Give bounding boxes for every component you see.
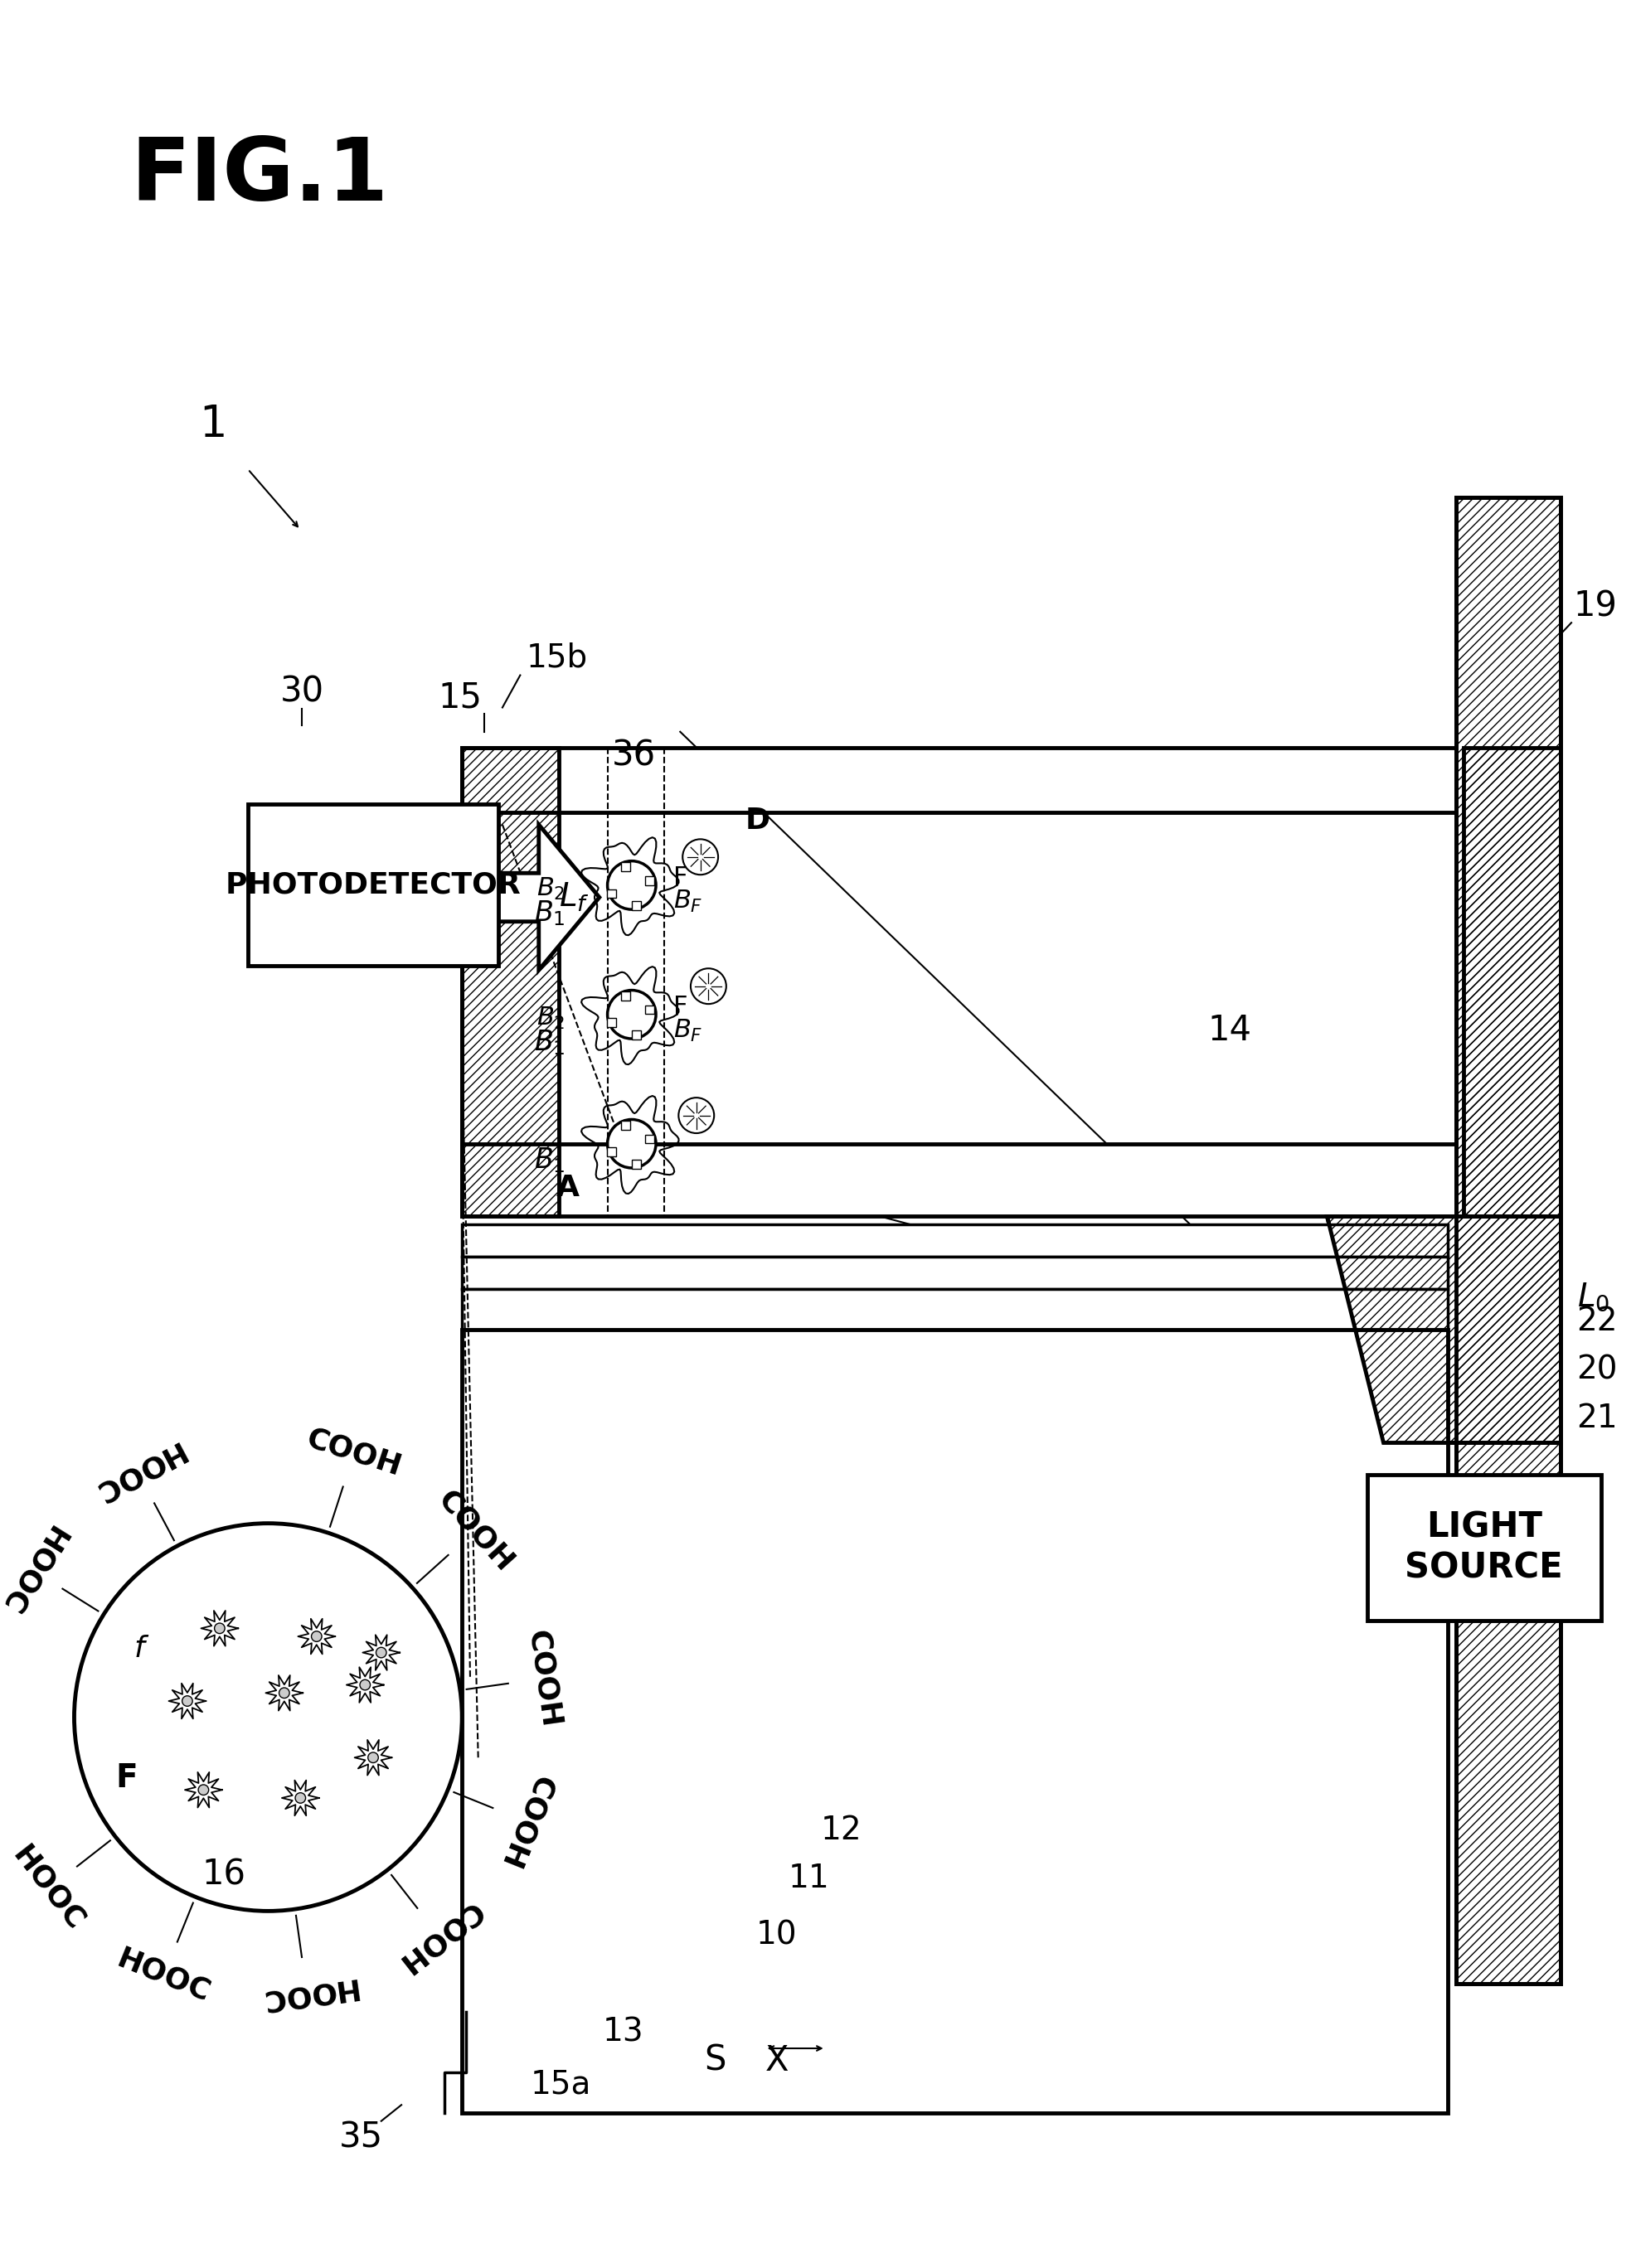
Circle shape: [368, 1753, 378, 1762]
Circle shape: [294, 1792, 306, 1803]
Text: COOH: COOH: [524, 1628, 564, 1728]
Text: X: X: [766, 2043, 789, 2077]
Text: FIG.1: FIG.1: [131, 134, 389, 218]
Text: HOOC: HOOC: [7, 1842, 90, 1937]
Bar: [461, 1329, 1448, 2114]
Bar: [461, 1225, 1448, 1256]
Text: F: F: [674, 864, 689, 889]
Bar: [461, 748, 1561, 812]
Text: 35: 35: [339, 2121, 383, 2155]
Circle shape: [182, 1696, 193, 1706]
Text: F: F: [674, 993, 689, 1018]
Text: COOH: COOH: [432, 1486, 519, 1576]
Circle shape: [311, 1631, 322, 1642]
Text: f: f: [134, 1635, 144, 1662]
Bar: [607, 889, 617, 898]
Circle shape: [607, 991, 656, 1039]
Bar: [631, 1159, 641, 1168]
Text: HOOC: HOOC: [0, 1520, 70, 1619]
Text: 13: 13: [602, 2016, 645, 2048]
Bar: [645, 875, 654, 885]
Circle shape: [682, 839, 718, 875]
Text: 21: 21: [1575, 1402, 1618, 1433]
Text: 14: 14: [1207, 1014, 1252, 1048]
Text: LIGHT
SOURCE: LIGHT SOURCE: [1405, 1510, 1562, 1585]
Bar: [1464, 748, 1561, 1216]
Circle shape: [198, 1785, 209, 1794]
Circle shape: [607, 862, 656, 909]
Bar: [1456, 497, 1561, 1984]
Text: $L_0$: $L_0$: [1577, 1281, 1610, 1313]
Text: 1: 1: [200, 404, 227, 447]
Text: A: A: [556, 1175, 579, 1202]
Text: COOH: COOH: [496, 1771, 558, 1873]
Text: 12: 12: [821, 1814, 862, 1846]
Text: 20: 20: [1577, 1354, 1618, 1386]
Bar: [607, 1018, 617, 1027]
Text: 11: 11: [789, 1862, 829, 1894]
Text: $B_F$: $B_F$: [674, 889, 703, 914]
Text: $L_f$: $L_f$: [560, 880, 589, 914]
Bar: [645, 1134, 654, 1143]
Circle shape: [214, 1624, 224, 1633]
Text: $B_F$: $B_F$: [674, 1018, 703, 1043]
Text: $B_1$: $B_1$: [535, 1027, 566, 1057]
Bar: [461, 1288, 1448, 1329]
Text: COOH: COOH: [393, 1896, 488, 1978]
Text: $B_1$: $B_1$: [535, 1145, 566, 1175]
Circle shape: [607, 1120, 656, 1168]
Text: 15b: 15b: [527, 642, 587, 674]
Bar: [622, 862, 630, 871]
Text: $B_1$: $B_1$: [535, 898, 566, 928]
Text: 30: 30: [280, 674, 324, 710]
Text: 10: 10: [756, 1919, 797, 1950]
Text: 15: 15: [438, 680, 483, 714]
Bar: [622, 991, 630, 1000]
Bar: [1456, 497, 1561, 1984]
Text: HOOC: HOOC: [257, 1973, 357, 2014]
Text: 36: 36: [612, 739, 656, 773]
Bar: [631, 1030, 641, 1039]
Text: F: F: [116, 1762, 137, 1794]
Text: $B_2$: $B_2$: [537, 1005, 566, 1032]
Bar: [461, 1256, 1448, 1288]
Text: COOH: COOH: [303, 1424, 406, 1481]
Text: HOOC: HOOC: [113, 1944, 214, 2007]
Circle shape: [679, 1098, 713, 1134]
Circle shape: [690, 968, 726, 1005]
Text: $B_2$: $B_2$: [537, 875, 566, 903]
Bar: [622, 1120, 630, 1129]
Text: 22: 22: [1577, 1306, 1618, 1338]
Text: 15a: 15a: [530, 2068, 592, 2100]
Circle shape: [360, 1681, 370, 1690]
Text: PHOTODETECTOR: PHOTODETECTOR: [226, 871, 520, 900]
Bar: [461, 1143, 1561, 1216]
Bar: [249, 805, 499, 966]
Bar: [1368, 1474, 1602, 1619]
Text: D: D: [744, 807, 769, 835]
Circle shape: [280, 1687, 290, 1699]
Bar: [631, 900, 641, 909]
Circle shape: [74, 1524, 461, 1912]
Text: 16: 16: [201, 1857, 245, 1892]
Circle shape: [376, 1647, 386, 1658]
Bar: [607, 1148, 617, 1157]
Text: 19: 19: [1572, 590, 1616, 624]
Text: S: S: [705, 2043, 726, 2077]
Polygon shape: [461, 826, 599, 971]
Bar: [461, 748, 560, 1216]
Text: HOOC: HOOC: [87, 1436, 187, 1506]
Bar: [645, 1005, 654, 1014]
Polygon shape: [1327, 1216, 1561, 1442]
